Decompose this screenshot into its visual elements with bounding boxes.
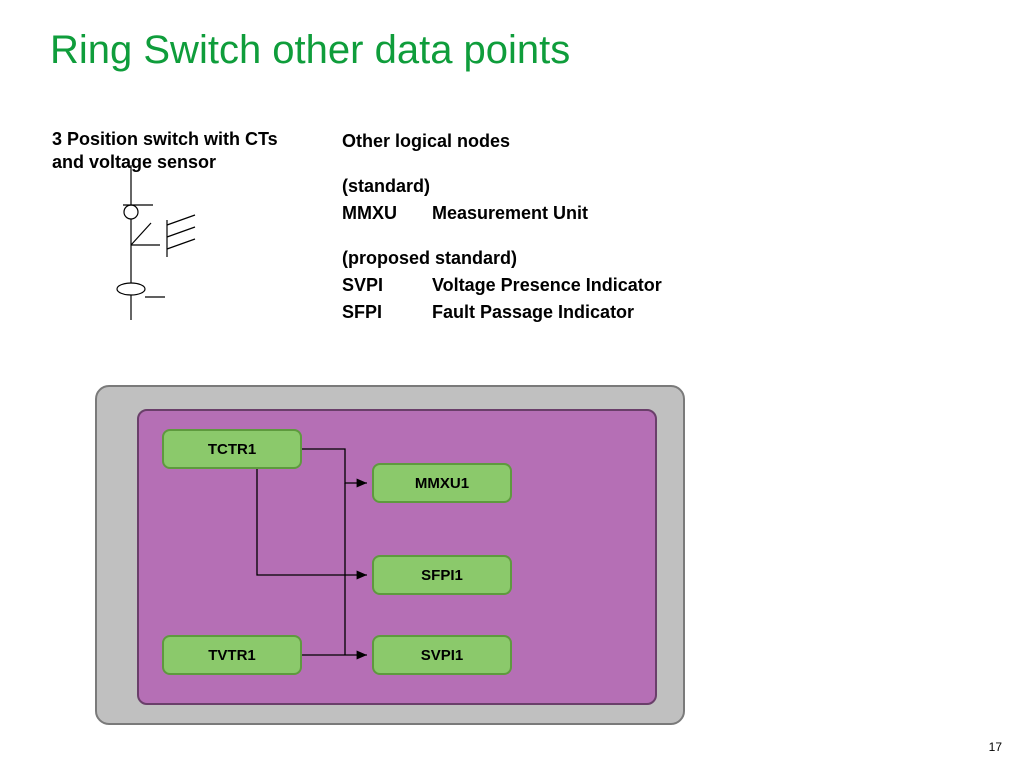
logical-nodes-description: Other logical nodes (standard)MMXUMeasur…	[342, 128, 882, 326]
desc-item: SVPIVoltage Presence Indicator	[342, 272, 882, 299]
slide-title-text: Ring Switch other data points	[50, 28, 570, 72]
page-number: 17	[989, 740, 1002, 754]
node-tctr1: TCTR1	[162, 429, 302, 469]
desc-group-label: (standard)	[342, 173, 882, 200]
slide-title: Ring Switch other data points	[50, 28, 570, 73]
desc-group-label: (proposed standard)	[342, 245, 882, 272]
switch-schematic-icon	[95, 165, 235, 345]
node-tvtr1: TVTR1	[162, 635, 302, 675]
node-svpi1: SVPI1	[372, 635, 512, 675]
desc-heading: Other logical nodes	[342, 128, 882, 155]
desc-item: SFPIFault Passage Indicator	[342, 299, 882, 326]
node-mmxu1: MMXU1	[372, 463, 512, 503]
block-diagram-panel: TCTR1 MMXU1 SFPI1 TVTR1 SVPI1	[95, 385, 685, 725]
node-sfpi1: SFPI1	[372, 555, 512, 595]
desc-item: MMXUMeasurement Unit	[342, 200, 882, 227]
